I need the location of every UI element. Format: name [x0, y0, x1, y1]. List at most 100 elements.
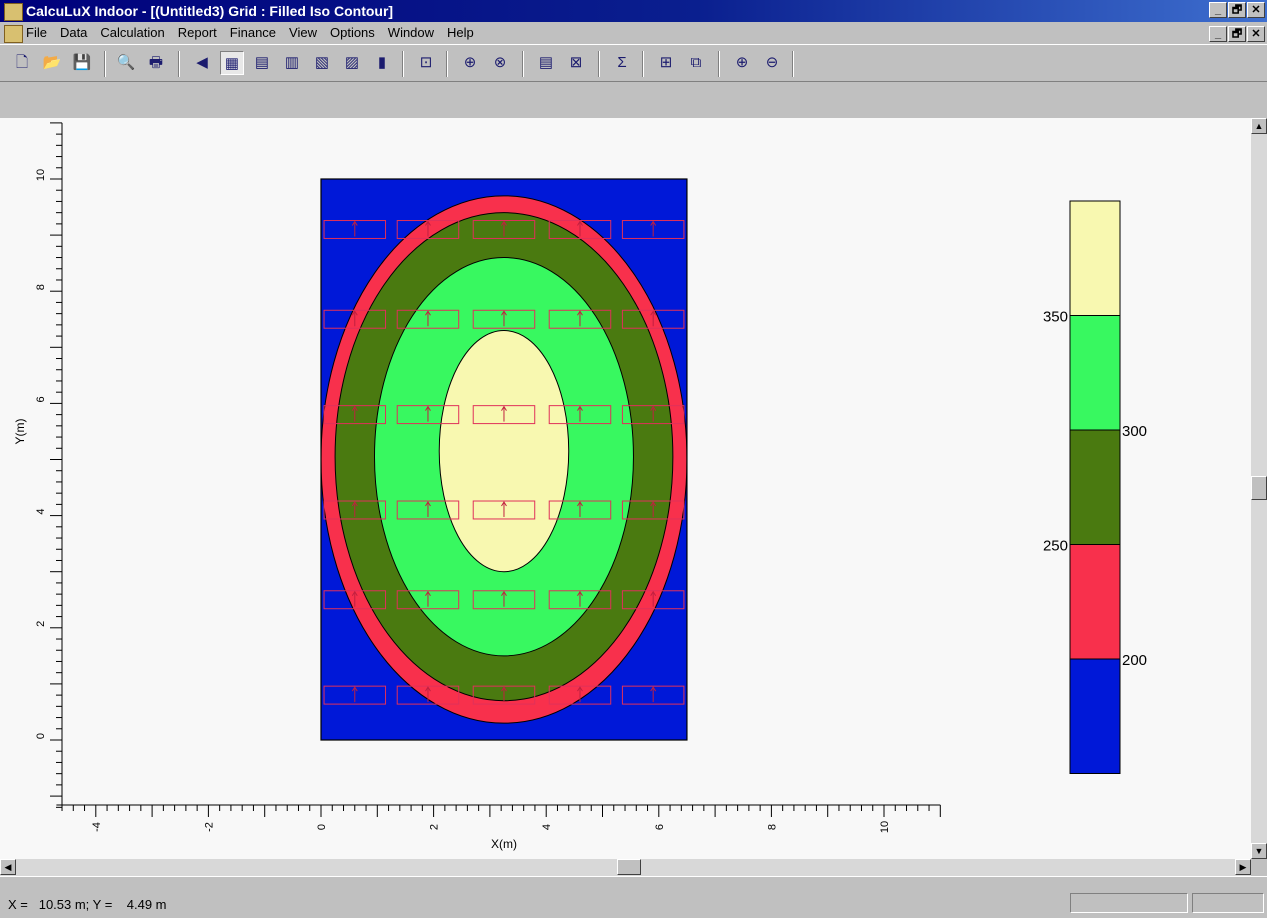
menu-file[interactable]: File [26, 25, 47, 40]
print-preview-icon[interactable]: 🔍 [116, 54, 136, 71]
luminaire-layer [323, 220, 685, 705]
menu-data[interactable]: Data [59, 25, 88, 40]
x-tick-label: -4 [91, 822, 103, 832]
horizontal-scrollbar[interactable]: ◀ ▶ [0, 859, 1251, 876]
luminaire-outline [621, 309, 685, 329]
luminaire-arrow-icon [577, 405, 583, 411]
scroll-left-arrow-icon[interactable]: ◀ [0, 859, 16, 875]
luminaire-outline [323, 405, 387, 425]
luminaire-arrow-icon [351, 405, 358, 411]
luminaire [548, 590, 612, 610]
vertical-scrollbar[interactable]: ▲ ▼ [1251, 118, 1267, 859]
back-icon[interactable]: ◀ [196, 54, 208, 71]
menu-help[interactable]: Help [447, 25, 474, 40]
calc-icon[interactable]: ⊡ [419, 54, 433, 71]
luminaire-arrow-icon [351, 501, 358, 507]
luminaire [472, 405, 536, 425]
luminaire-outline [323, 309, 387, 329]
status-panel [1192, 893, 1264, 913]
luminaire-outline [621, 590, 685, 610]
view-grid-icon[interactable]: ▦ [220, 51, 244, 75]
contour-canvas[interactable]: -4 -2 0 2 4 6 8 10 0 2 4 6 8 10 X(m) Y(m) 350 300 250 20… [0, 118, 1251, 859]
legend: 350 300 250 200 [1043, 200, 1147, 774]
tile-icon[interactable]: ⊞ [659, 54, 673, 71]
menu-options[interactable]: Options [329, 25, 375, 40]
luminaire-outline [472, 405, 536, 425]
zoom-in-icon[interactable]: ⊕ [735, 54, 749, 71]
document-icon[interactable] [4, 25, 23, 43]
luminaire [323, 405, 387, 425]
view-room-icon[interactable]: ▤ [254, 54, 270, 71]
menu-bar: File Data Calculation Report Finance Vie… [0, 22, 1267, 44]
window-title: CalcuLuX Indoor - [(Untitled3) Grid : Fi… [26, 3, 394, 19]
luminaire-arrow-icon [577, 310, 583, 316]
save-icon[interactable]: 💾 [72, 54, 92, 71]
y-tick-label: 6 [35, 396, 47, 402]
legend-color-band [1069, 200, 1121, 316]
zoom-area-icon[interactable]: ⊗ [493, 54, 507, 71]
menu-calculation[interactable]: Calculation [100, 25, 165, 40]
luminaire-arrow-icon [577, 686, 583, 692]
cursor-coordinates: X = 10.53 m; Y = 4.49 m [8, 897, 167, 912]
scroll-right-arrow-icon[interactable]: ▶ [1235, 859, 1251, 875]
view-side-icon[interactable]: ▧ [314, 54, 330, 71]
luminaire [396, 405, 460, 425]
zoom-object-icon[interactable]: ⊕ [463, 54, 477, 71]
cascade-icon[interactable]: ⧉ [690, 54, 702, 71]
y-tick-label: 4 [35, 509, 47, 515]
zoom-out-icon[interactable]: ⊖ [765, 54, 779, 71]
luminaire-arrow-icon [351, 220, 358, 226]
menu-window[interactable]: Window [387, 25, 435, 40]
x-tick-label: 0 [316, 824, 328, 830]
table-icon[interactable]: ⊠ [569, 54, 583, 71]
doc-minimize-button[interactable]: _ [1209, 26, 1227, 42]
luminaire [323, 500, 387, 520]
y-axis-label: Y(m) [13, 418, 27, 444]
luminaire-arrow-icon [650, 405, 657, 411]
doc-restore-button[interactable]: 🗗 [1228, 26, 1246, 42]
view-3d-icon[interactable]: ▥ [284, 54, 300, 71]
luminaire [621, 590, 685, 610]
legend-color-band [1069, 544, 1121, 660]
minimize-button[interactable]: _ [1209, 2, 1227, 18]
luminaire-arrow-icon [425, 310, 431, 316]
report-icon[interactable]: ▤ [538, 54, 554, 71]
contour-band-350 [438, 329, 570, 573]
luminaire-outline [396, 685, 460, 705]
app-icon[interactable] [4, 3, 23, 21]
new-icon[interactable]: 🗋 [15, 54, 29, 71]
menu-report[interactable]: Report [177, 25, 217, 40]
close-button[interactable]: ✕ [1247, 2, 1265, 18]
title-bar: CalcuLuX Indoor - [(Untitled3) Grid : Fi… [0, 0, 1267, 22]
luminaire-outline [548, 405, 612, 425]
luminaire [396, 309, 460, 329]
luminaire-arrow-icon [425, 686, 431, 692]
luminaire [396, 220, 460, 239]
doc-close-button[interactable]: ✕ [1247, 26, 1265, 42]
legend-label: 300 [1122, 423, 1147, 440]
luminaire [621, 220, 685, 239]
x-axis-label: X(m) [491, 837, 517, 851]
view-luminaire-icon[interactable]: ▮ [377, 54, 387, 71]
horizontal-scroll-thumb[interactable] [617, 859, 641, 875]
open-icon[interactable]: 📂 [42, 54, 62, 71]
luminaire-outline [396, 309, 460, 329]
vertical-scroll-thumb[interactable] [1251, 476, 1267, 500]
restore-button[interactable]: 🗗 [1228, 2, 1246, 18]
x-tick-label: 6 [654, 824, 666, 830]
luminaire [472, 220, 536, 239]
toolbar-separator [522, 51, 524, 77]
luminaire-outline [548, 685, 612, 705]
scroll-up-arrow-icon[interactable]: ▲ [1251, 118, 1267, 134]
toolbar-separator [792, 51, 794, 77]
view-front-icon[interactable]: ▨ [344, 54, 360, 71]
sum-icon[interactable]: Σ [617, 54, 627, 71]
room-outline [320, 178, 688, 741]
luminaire-arrow-icon [351, 590, 358, 597]
luminaire-outline [323, 500, 387, 520]
x-tick-label: -2 [203, 822, 215, 832]
menu-view[interactable]: View [289, 25, 317, 40]
print-icon[interactable]: 🖶 [148, 54, 164, 71]
menu-finance[interactable]: Finance [229, 25, 277, 40]
scroll-down-arrow-icon[interactable]: ▼ [1251, 843, 1267, 859]
